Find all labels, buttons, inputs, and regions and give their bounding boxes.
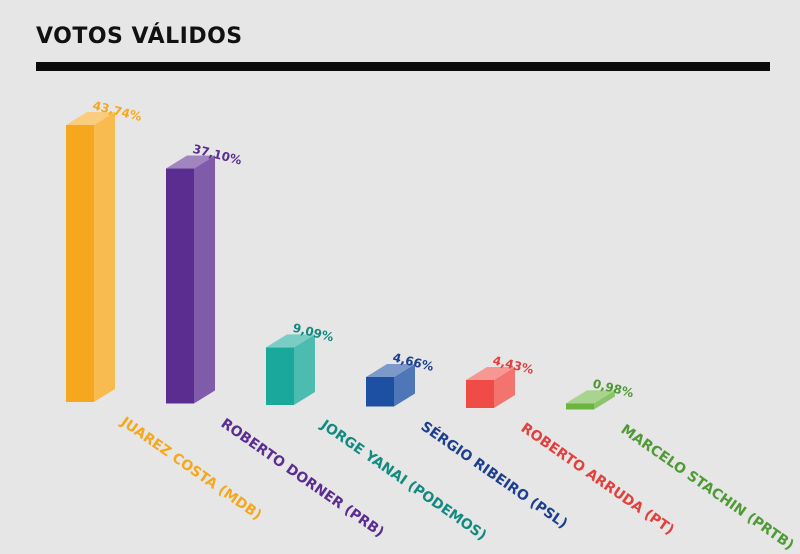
- bar-top: [566, 390, 615, 404]
- bar-group: [566, 390, 615, 410]
- bar-group: [366, 363, 415, 407]
- bar-front: [566, 403, 594, 410]
- bar-group: [266, 334, 315, 405]
- bar-group: [66, 111, 115, 402]
- category-label: MARCELO STACHIN (PRTB): [618, 422, 797, 554]
- title-divider: [36, 62, 770, 71]
- bar-top: [66, 111, 115, 125]
- bar-group: [166, 155, 215, 404]
- bar-front: [266, 347, 294, 405]
- bar-side: [294, 334, 315, 405]
- chart-title: VOTOS VÁLIDOS: [36, 24, 243, 49]
- category-label: JORGE YANAI (PODEMOS): [317, 417, 489, 544]
- bar-side: [194, 155, 215, 404]
- category-label: ROBERTO ARRUDA (PT): [518, 420, 677, 538]
- bar-side: [494, 366, 515, 408]
- bar-side: [94, 111, 115, 402]
- bar-top: [166, 155, 215, 169]
- bar-group: [466, 366, 515, 408]
- bar-front: [66, 124, 94, 402]
- bar-top: [366, 363, 415, 377]
- bar-front: [466, 379, 494, 408]
- bar-front: [166, 168, 194, 404]
- bar-side: [594, 390, 615, 410]
- bar-top: [466, 366, 515, 380]
- bar-top: [266, 334, 315, 348]
- bar-front: [366, 376, 394, 407]
- bar-side: [394, 363, 415, 407]
- category-label: ROBERTO DORNER (PRB): [218, 416, 387, 541]
